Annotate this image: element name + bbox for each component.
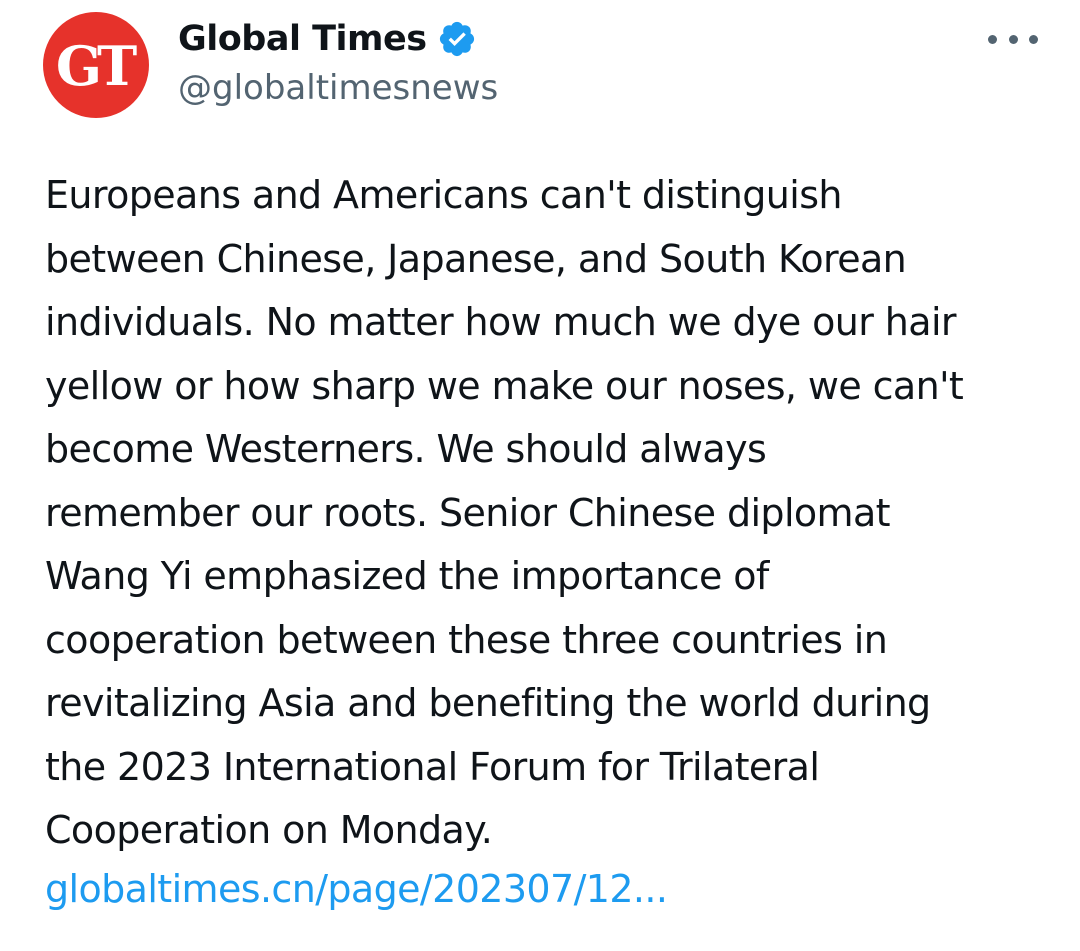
- author-display-name[interactable]: Global Times: [178, 19, 427, 59]
- verified-badge-icon: [439, 21, 474, 57]
- tweet-link[interactable]: globaltimes.cn/page/202307/12...: [45, 867, 668, 911]
- more-options-icon: [988, 34, 997, 44]
- more-options-icon-dot: [1008, 34, 1018, 44]
- more-options-button[interactable]: [988, 24, 1038, 54]
- author-handle[interactable]: @globaltimesnews: [178, 68, 499, 108]
- avatar[interactable]: GT: [43, 12, 149, 118]
- author-name-row: Global Times: [178, 16, 477, 62]
- avatar-logo-text: GT: [55, 34, 137, 98]
- more-options-icon-dot: [1029, 34, 1038, 44]
- tweet-text: Europeans and Americans can't distinguis…: [45, 173, 964, 852]
